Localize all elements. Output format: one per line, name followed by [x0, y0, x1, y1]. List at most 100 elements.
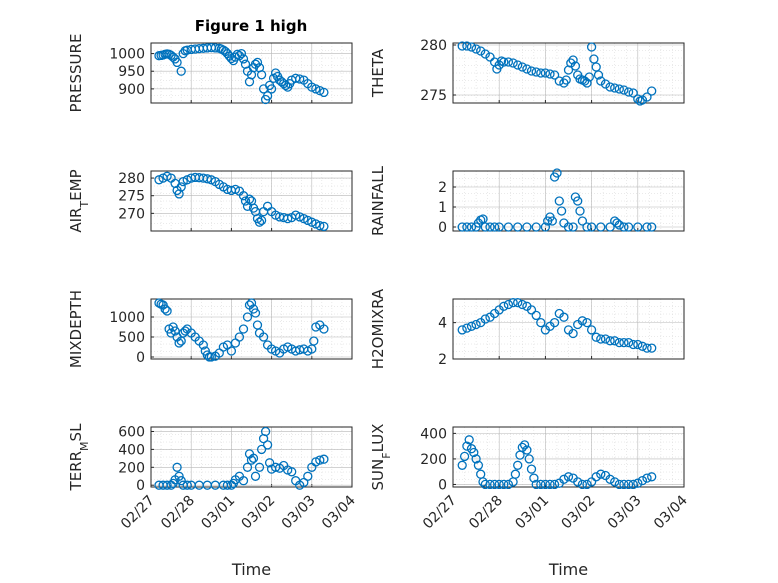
- data-point: [637, 95, 648, 105]
- data-point: [489, 479, 500, 490]
- data-point: [582, 479, 592, 490]
- y-tick-label: 270: [118, 206, 145, 222]
- data-point: [462, 41, 472, 51]
- data-point: [234, 332, 245, 342]
- data-point: [529, 473, 539, 483]
- data-point: [485, 52, 495, 62]
- data-point: [260, 426, 271, 437]
- axes-frame: [150, 426, 353, 488]
- data-point: [605, 336, 615, 346]
- data-point: [577, 479, 588, 490]
- data-point: [499, 57, 509, 67]
- data-point: [262, 91, 273, 101]
- y-axis-label: AIRTEMP: [67, 169, 91, 232]
- x-axis-label: Time: [231, 560, 271, 579]
- data-point: [252, 57, 263, 68]
- data-point: [596, 76, 606, 86]
- data-point: [619, 222, 629, 232]
- data-point: [605, 82, 615, 92]
- data-point: [596, 222, 606, 232]
- data-point: [540, 68, 551, 78]
- data-point: [508, 58, 518, 68]
- data-point: [154, 175, 164, 185]
- y-tick-label: 1: [438, 200, 447, 216]
- data-point: [552, 168, 562, 178]
- data-point: [459, 451, 470, 462]
- data-point: [536, 317, 546, 328]
- data-point: [568, 328, 578, 339]
- data-point: [584, 72, 594, 82]
- data-point: [591, 332, 601, 342]
- data-point: [319, 324, 329, 334]
- y-tick-label: 2: [438, 180, 447, 196]
- data-point: [642, 222, 652, 232]
- data-point: [246, 298, 257, 308]
- data-point: [619, 85, 629, 95]
- data-point: [586, 325, 597, 335]
- data-point: [250, 308, 261, 318]
- data-point: [238, 476, 249, 486]
- data-point: [513, 60, 523, 70]
- data-point: [480, 222, 490, 232]
- data-point: [513, 222, 523, 232]
- data-point: [628, 479, 638, 490]
- data-point: [647, 343, 657, 353]
- data-point: [222, 480, 233, 490]
- data-point: [586, 477, 597, 487]
- data-point: [244, 194, 255, 204]
- data-point: [238, 54, 249, 64]
- y-axis-label: THETA: [369, 48, 387, 98]
- subplot-terr-msl: 02/27 02/28 03/01 03/02 03/03 03/04 0 200 400 600…: [67, 423, 359, 579]
- axes-frame: [150, 42, 353, 104]
- subplot-h2omixra: 2 4 H2OMIXRA: [369, 288, 685, 369]
- data-point: [508, 297, 518, 308]
- y-tick-label: 400: [420, 426, 447, 442]
- data-point: [457, 460, 467, 470]
- data-point: [485, 479, 495, 490]
- data-point: [262, 440, 273, 450]
- data-point: [258, 206, 269, 217]
- data-point: [633, 339, 643, 350]
- data-point: [476, 469, 486, 479]
- data-point: [642, 343, 652, 353]
- data-point: [573, 196, 583, 206]
- data-point: [610, 83, 620, 93]
- data-point: [623, 87, 634, 97]
- data-point: [559, 78, 569, 88]
- data-point: [593, 70, 604, 80]
- data-point: [248, 453, 259, 463]
- data-point: [586, 222, 597, 232]
- data-point: [236, 48, 247, 59]
- data-point: [469, 447, 479, 458]
- data-point: [582, 222, 592, 232]
- subplot-mixdepth: 0 500 1000 MIXDEPTH: [67, 290, 353, 368]
- data-point: [182, 480, 192, 490]
- x-tick-label: 03/04: [651, 492, 691, 532]
- y-tick-label: 4: [438, 316, 447, 332]
- y-axis-label: SUNFLUX: [369, 424, 393, 491]
- data-point: [647, 222, 657, 232]
- data-point: [570, 61, 581, 71]
- data-point: [642, 92, 652, 102]
- data-point: [531, 222, 541, 232]
- data-point: [582, 317, 592, 328]
- data-point: [577, 216, 588, 226]
- data-point: [575, 206, 585, 216]
- data-point: [315, 85, 325, 96]
- data-point: [232, 49, 243, 59]
- data-point: [466, 321, 477, 331]
- data-point: [524, 454, 534, 464]
- data-point: [549, 317, 560, 328]
- data-point: [471, 454, 481, 464]
- data-point: [540, 222, 551, 232]
- data-point: [554, 76, 564, 86]
- data-point: [545, 69, 555, 79]
- data-point: [633, 222, 643, 232]
- data-point: [176, 476, 186, 486]
- y-axis-label: TERRMSL: [67, 423, 91, 492]
- data-point: [162, 306, 172, 316]
- data-point: [462, 222, 472, 232]
- data-point: [503, 57, 514, 67]
- data-point: [600, 334, 611, 344]
